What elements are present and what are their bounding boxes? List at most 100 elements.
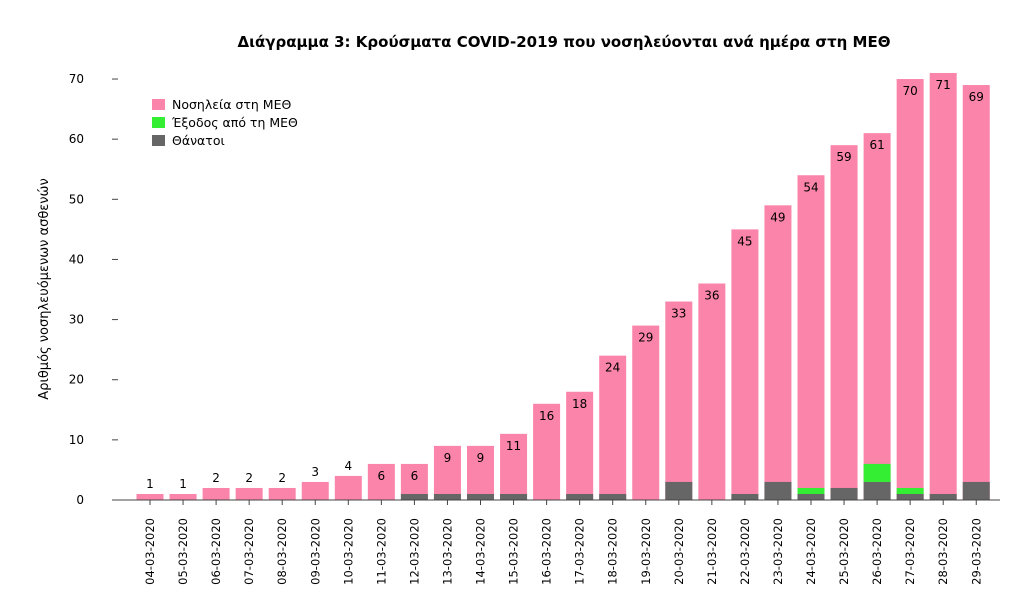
data-label: 6 <box>411 469 419 483</box>
y-tick-label: 50 <box>69 192 84 206</box>
x-tick-label: 05-03-2020 <box>176 518 190 585</box>
data-label: 9 <box>444 451 452 465</box>
x-tick-label: 10-03-2020 <box>341 518 355 585</box>
bar-exits <box>863 463 891 482</box>
bar-hospitalized <box>467 445 494 500</box>
legend: Νοσηλεία στη ΜΕΘ Έξοδος από τη ΜΕΘ Θάνατοι <box>152 97 298 148</box>
bar-deaths <box>962 481 990 500</box>
legend-swatch <box>152 99 165 110</box>
bar-hospitalized <box>632 325 660 500</box>
bar-hospitalized <box>797 175 825 500</box>
bar-hospitalized <box>136 493 164 500</box>
data-label: 1 <box>179 477 187 491</box>
bar-deaths <box>599 493 627 500</box>
bar-hospitalized <box>764 205 792 500</box>
data-label: 16 <box>539 409 554 423</box>
bar-hospitalized <box>929 73 957 500</box>
bar-hospitalized <box>863 133 891 500</box>
y-tick-label: 70 <box>69 72 84 86</box>
bar-deaths <box>764 481 792 500</box>
data-label: 9 <box>477 451 485 465</box>
bar-hospitalized <box>665 301 693 500</box>
data-label: 69 <box>969 90 984 104</box>
bar-deaths <box>500 493 528 500</box>
x-tick-label: 13-03-2020 <box>440 518 454 585</box>
y-axis-label: Αριθμός νοσηλευόμενων ασθενών <box>37 178 52 399</box>
bar-hospitalized <box>698 283 726 500</box>
legend-entry: Νοσηλεία στη ΜΕΘ <box>172 97 291 112</box>
y-tick-label: 40 <box>69 252 84 266</box>
x-tick-label: 26-03-2020 <box>870 518 884 585</box>
bar-hospitalized <box>830 145 858 501</box>
legend-entry: Θάνατοι <box>172 133 225 148</box>
data-label: 54 <box>803 180 818 194</box>
bar-hospitalized <box>500 433 528 500</box>
data-label: 18 <box>572 397 587 411</box>
bar-hospitalized <box>367 463 395 500</box>
x-tick-label: 14-03-2020 <box>474 518 488 585</box>
data-label: 4 <box>344 459 352 473</box>
data-label: 70 <box>903 84 918 98</box>
x-tick-label: 25-03-2020 <box>837 518 851 585</box>
x-tick-label: 08-03-2020 <box>275 518 289 585</box>
x-tick-label: 24-03-2020 <box>804 518 818 585</box>
x-tick-label: 15-03-2020 <box>507 518 521 585</box>
y-axis: 0 10 20 30 40 50 60 70 <box>69 72 118 507</box>
x-tick-label: 12-03-2020 <box>407 518 421 585</box>
x-tick-label: 27-03-2020 <box>903 518 917 585</box>
data-label: 45 <box>737 234 752 248</box>
y-tick-label: 0 <box>76 493 84 507</box>
bar-hospitalized <box>599 355 627 500</box>
bar-hospitalized <box>268 487 296 500</box>
bars-group <box>136 73 990 501</box>
bar-deaths <box>566 493 594 500</box>
x-tick-label: 18-03-2020 <box>606 518 620 585</box>
bar-hospitalized <box>169 493 197 500</box>
bar-deaths <box>863 481 891 500</box>
x-tick-label: 16-03-2020 <box>540 518 554 585</box>
bar-hospitalized <box>731 229 759 500</box>
x-tick-label: 22-03-2020 <box>738 518 752 585</box>
x-tick-label: 07-03-2020 <box>242 518 256 585</box>
x-tick-label: 04-03-2020 <box>143 518 157 585</box>
data-label: 24 <box>605 361 620 375</box>
bar-deaths <box>433 493 461 500</box>
bar-deaths <box>665 481 693 500</box>
x-tick-label: 23-03-2020 <box>771 518 785 585</box>
x-tick-label: 21-03-2020 <box>705 518 719 585</box>
bar-deaths <box>797 493 825 500</box>
data-label: 2 <box>212 471 220 485</box>
x-tick-label: 17-03-2020 <box>573 518 587 585</box>
bar-deaths <box>731 493 759 500</box>
y-tick-label: 20 <box>69 373 84 387</box>
x-tick-label: 09-03-2020 <box>308 518 322 585</box>
legend-swatch <box>152 117 165 128</box>
bar-exits <box>797 487 825 494</box>
bar-hospitalized <box>566 391 594 500</box>
chart-title: Διάγραμμα 3: Κρούσματα COVID-2019 που νο… <box>238 33 891 51</box>
data-label: 29 <box>638 331 653 345</box>
legend-entry: Έξοδος από τη ΜΕΘ <box>171 115 298 130</box>
bar-hospitalized <box>962 85 990 501</box>
x-tick-label: 29-03-2020 <box>969 518 983 585</box>
data-label: 1 <box>146 477 154 491</box>
bar-hospitalized <box>896 79 924 501</box>
y-tick-label: 10 <box>69 433 84 447</box>
data-label: 2 <box>278 471 286 485</box>
bar-deaths <box>467 493 494 500</box>
data-label: 71 <box>936 78 951 92</box>
data-label: 33 <box>671 307 686 321</box>
data-label: 36 <box>704 289 719 303</box>
bar-hospitalized <box>334 475 362 500</box>
y-tick-label: 30 <box>69 313 84 327</box>
data-label: 3 <box>311 465 319 479</box>
x-tick-label: 19-03-2020 <box>639 518 653 585</box>
data-label: 2 <box>245 471 253 485</box>
data-label: 49 <box>770 210 785 224</box>
bar-deaths <box>400 493 428 500</box>
x-tick-label: 28-03-2020 <box>936 518 950 585</box>
bar-deaths <box>896 493 924 500</box>
bar-hospitalized <box>202 487 230 500</box>
